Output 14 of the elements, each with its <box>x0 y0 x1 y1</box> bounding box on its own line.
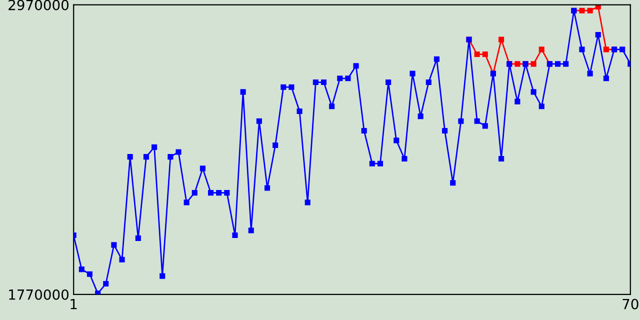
point <box>474 51 480 58</box>
point <box>514 61 520 67</box>
x-tick-label: 70 <box>622 298 638 310</box>
point <box>482 51 488 58</box>
x-tick-label: 1 <box>70 298 77 310</box>
point <box>595 4 601 10</box>
point <box>579 8 585 14</box>
point <box>530 61 536 67</box>
point <box>538 46 544 52</box>
y-tick-label: 2970000 <box>8 0 69 10</box>
y-tick-label: 1770000 <box>9 289 69 300</box>
point <box>603 46 609 52</box>
point <box>498 36 504 42</box>
point <box>587 8 593 14</box>
